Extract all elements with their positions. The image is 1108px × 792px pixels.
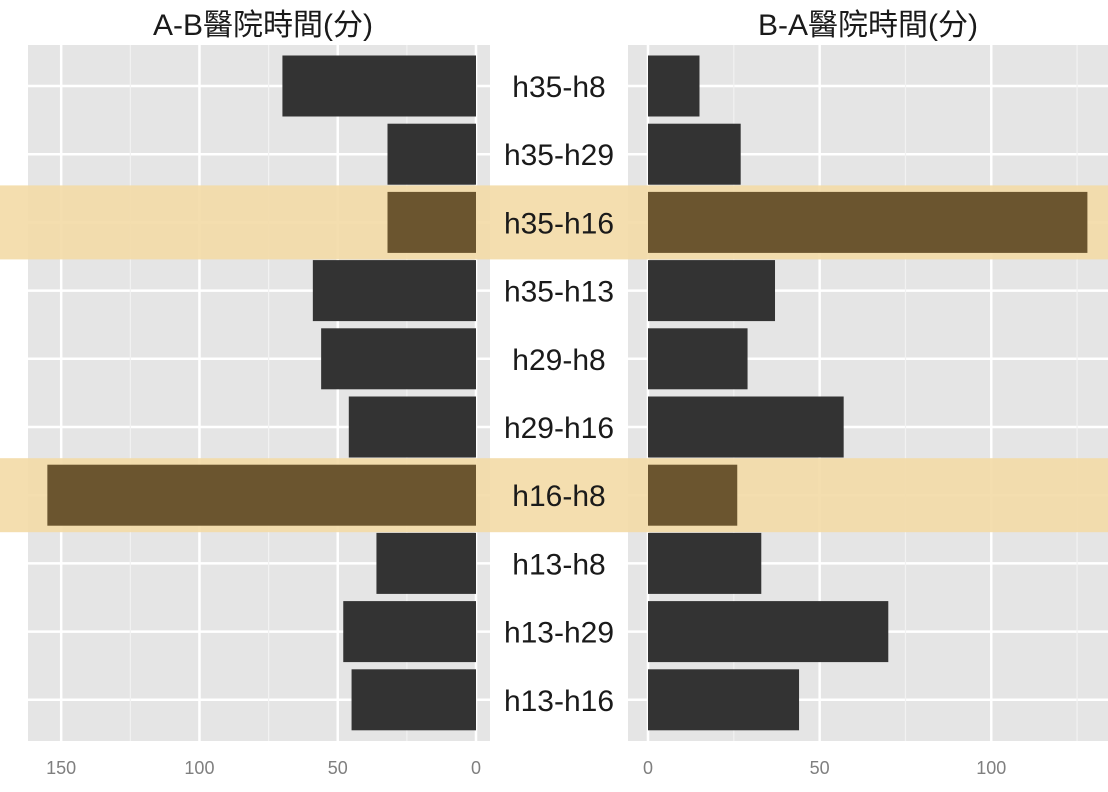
bar-left	[387, 123, 476, 185]
bars	[47, 55, 1088, 731]
bar-right	[648, 260, 776, 322]
x-tick-label: 50	[810, 758, 830, 778]
category-label: h35-h13	[504, 276, 614, 309]
bar-left	[282, 55, 476, 117]
bar-left	[47, 464, 476, 526]
left-panel-title: A-B醫院時間(分)	[153, 9, 373, 42]
category-label: h13-h8	[512, 548, 605, 581]
category-label: h35-h29	[504, 139, 614, 172]
bar-left	[387, 191, 476, 253]
category-label: h16-h8	[512, 480, 605, 513]
category-label: h29-h16	[504, 412, 614, 445]
bar-left	[312, 260, 476, 322]
x-tick-label: 100	[976, 758, 1006, 778]
bar-right	[648, 191, 1088, 253]
bar-right	[648, 396, 844, 458]
bar-left	[348, 396, 476, 458]
bar-left	[343, 601, 476, 663]
x-tick-label: 150	[46, 758, 76, 778]
x-tick-label: 0	[471, 758, 481, 778]
x-tick-label: 50	[328, 758, 348, 778]
tick-labels: 150 100 50 0 0 50 100	[46, 758, 1006, 778]
right-panel-title: B-A醫院時間(分)	[758, 9, 978, 42]
category-label: h35-h16	[504, 207, 614, 240]
bar-right	[648, 55, 700, 117]
category-label: h29-h8	[512, 344, 605, 377]
bar-right	[648, 123, 741, 185]
bar-left	[351, 669, 476, 731]
bar-right	[648, 532, 762, 594]
bar-left	[376, 532, 476, 594]
row-labels: h35-h8 h35-h29 h35-h16 h35-h13 h29-h8 h29-h16…	[504, 71, 614, 718]
x-tick-label: 100	[184, 758, 214, 778]
category-label: h35-h8	[512, 71, 605, 104]
category-label: h13-h29	[504, 617, 614, 650]
bar-right	[648, 601, 889, 663]
bar-left	[321, 328, 476, 390]
bar-right	[648, 669, 800, 731]
bar-right	[648, 464, 738, 526]
category-label: h13-h16	[504, 685, 614, 718]
x-tick-label: 0	[643, 758, 653, 778]
bar-right	[648, 328, 748, 390]
